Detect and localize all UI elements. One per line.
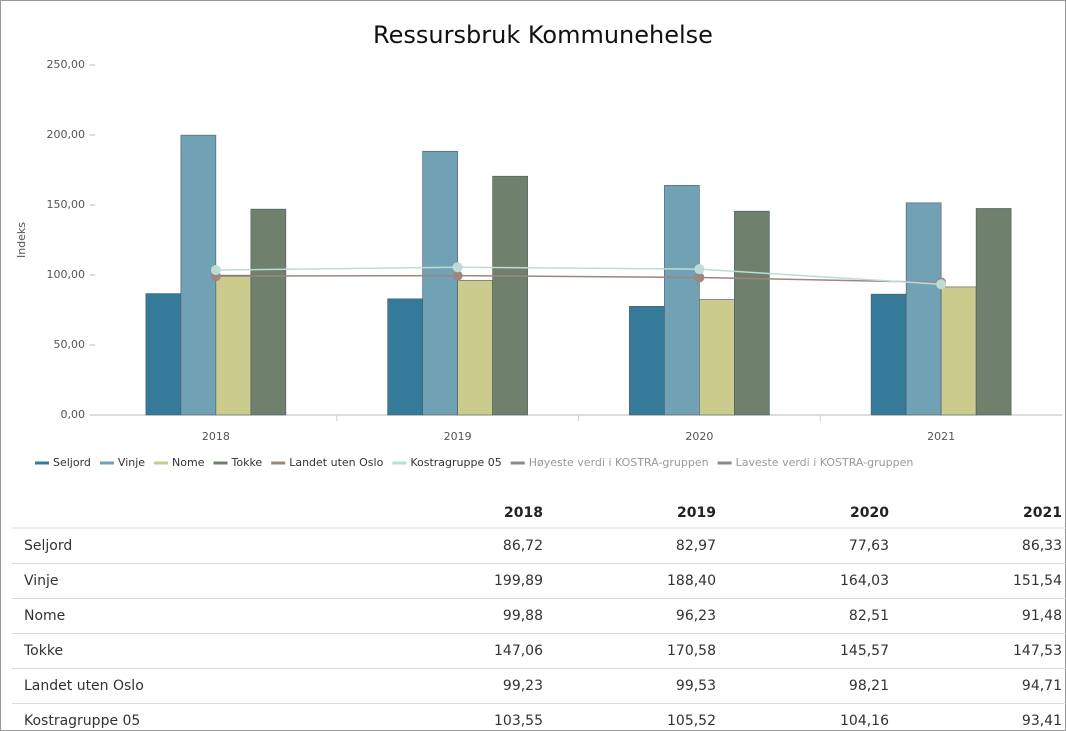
bar	[940, 286, 977, 416]
table-cell: 147,53	[1013, 643, 1062, 659]
table-cell: 86,33	[1022, 538, 1062, 554]
line	[215, 266, 942, 285]
bar	[629, 306, 665, 416]
bar	[422, 150, 458, 416]
row-label: Nome	[24, 608, 65, 624]
bar	[387, 298, 423, 416]
legend-label: Landet uten Oslo	[289, 456, 383, 469]
table-cell: 105,52	[667, 713, 716, 729]
bar	[734, 210, 770, 416]
bar	[180, 134, 217, 416]
row-label: Tokke	[23, 643, 63, 659]
legend-label: Kostragruppe 05	[410, 456, 501, 469]
bar	[145, 293, 182, 416]
x-tick-label: 2018	[202, 430, 230, 443]
line	[215, 274, 942, 284]
line-marker	[694, 264, 705, 275]
legend-label: Vinje	[118, 456, 145, 469]
bar	[699, 299, 735, 416]
legend-label: Tokke	[231, 456, 263, 469]
x-tick-label: 2019	[444, 430, 472, 443]
table-header: 2018	[504, 505, 543, 521]
table-cell: 151,54	[1013, 573, 1062, 589]
table-cell: 82,97	[676, 538, 716, 554]
legend-label: Seljord	[53, 456, 91, 469]
y-tick-label: 100,00	[47, 268, 86, 281]
table-cell: 91,48	[1022, 608, 1062, 624]
bar	[870, 293, 907, 416]
table-cell: 199,89	[494, 573, 543, 589]
y-axis-label: Indeks	[15, 222, 28, 258]
table-cell: 145,57	[840, 643, 889, 659]
table-header: 2021	[1023, 505, 1062, 521]
bar	[905, 202, 942, 416]
x-tick-label: 2021	[927, 430, 955, 443]
legend-label: Laveste verdi i KOSTRA-gruppen	[736, 456, 914, 469]
table-cell: 103,55	[494, 713, 543, 729]
y-tick-label: 50,00	[54, 338, 86, 351]
table-header: 2020	[850, 505, 889, 521]
legend-label: Nome	[172, 456, 205, 469]
row-label: Landet uten Oslo	[24, 678, 144, 694]
bar	[492, 175, 528, 416]
table-cell: 164,03	[840, 573, 889, 589]
y-tick-label: 0,00	[61, 408, 86, 421]
line-marker	[210, 265, 221, 276]
table-cell: 188,40	[667, 573, 716, 589]
table-cell: 99,53	[676, 678, 716, 694]
bar	[457, 279, 493, 416]
table-cell: 147,06	[494, 643, 543, 659]
table-cell: 77,63	[849, 538, 889, 554]
chart-title: Ressursbruk Kommunehelse	[373, 21, 713, 49]
table-cell: 99,88	[503, 608, 543, 624]
y-tick-label: 200,00	[47, 128, 86, 141]
line-marker	[936, 279, 947, 290]
bar	[250, 208, 287, 416]
line-marker	[452, 262, 463, 273]
table-cell: 82,51	[849, 608, 889, 624]
table-cell: 94,71	[1022, 678, 1062, 694]
table-cell: 99,23	[503, 678, 543, 694]
row-label: Kostragruppe 05	[24, 713, 140, 729]
row-label: Seljord	[24, 538, 72, 554]
bar	[215, 274, 252, 416]
row-label: Vinje	[24, 573, 59, 589]
bar	[664, 185, 700, 416]
line-marker	[452, 270, 463, 281]
table-cell: 96,23	[676, 608, 716, 624]
table-cell: 104,16	[840, 713, 889, 729]
table-cell: 93,41	[1022, 713, 1062, 729]
legend-label: Høyeste verdi i KOSTRA-gruppen	[529, 456, 709, 469]
table-cell: 170,58	[667, 643, 716, 659]
table-cell: 98,21	[849, 678, 889, 694]
x-tick-label: 2020	[685, 430, 713, 443]
table-cell: 86,72	[503, 538, 543, 554]
bar	[975, 208, 1012, 416]
table-header: 2019	[677, 505, 716, 521]
y-tick-label: 150,00	[47, 198, 86, 211]
line-marker	[694, 272, 705, 283]
y-tick-label: 250,00	[47, 58, 86, 71]
